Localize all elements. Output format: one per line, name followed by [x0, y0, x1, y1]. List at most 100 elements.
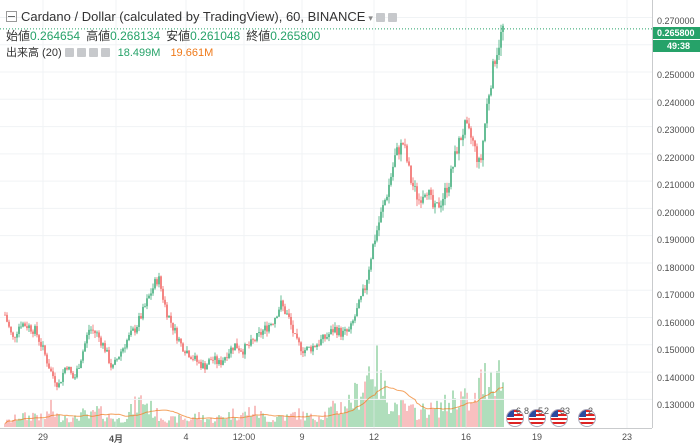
volume-bar: [172, 416, 174, 427]
candle-body: [418, 199, 420, 201]
candle-body: [236, 343, 238, 349]
volume-bar: [444, 394, 446, 427]
volume-bar: [346, 408, 348, 427]
us-flag-event-icon[interactable]: [506, 409, 524, 427]
candle-body: [322, 334, 324, 340]
eye-icon[interactable]: [64, 48, 74, 57]
volume-bar: [344, 406, 346, 427]
candle-body: [256, 333, 258, 341]
candle-body: [302, 351, 304, 354]
candle-body: [430, 189, 432, 196]
candle-body: [368, 269, 370, 280]
chevron-down-icon[interactable]: ▾: [368, 13, 373, 23]
candle-body: [72, 372, 74, 379]
us-flag-event-icon[interactable]: [528, 409, 546, 427]
candle-body: [44, 345, 46, 355]
candle-body: [346, 329, 348, 332]
volume-bar: [136, 412, 138, 427]
eye-icon[interactable]: [375, 13, 385, 22]
candle-body: [488, 95, 490, 104]
volume-bar: [192, 417, 194, 427]
candle-body: [168, 315, 170, 318]
close-icon[interactable]: [100, 48, 110, 57]
volume-bar: [36, 415, 38, 427]
volume-bar: [98, 408, 100, 427]
candle-body: [136, 326, 138, 333]
chart-area[interactable]: Cardano / Dollar (calculated by TradingV…: [0, 0, 652, 428]
candle-body: [118, 356, 120, 360]
candle-body: [374, 240, 376, 245]
add-icon[interactable]: [88, 48, 98, 57]
candle-body: [470, 128, 472, 138]
candle-body: [386, 196, 388, 200]
volume-bar: [162, 419, 164, 427]
candle-body: [298, 338, 300, 343]
candle-body: [198, 361, 200, 363]
candle-body: [52, 371, 54, 377]
time-tick: 16: [460, 432, 472, 442]
volume-bar: [182, 419, 184, 427]
candle-body: [344, 329, 346, 331]
candle-body: [238, 348, 240, 351]
volume-ma-value: 19.661M: [170, 47, 214, 59]
candle-body: [246, 344, 248, 346]
volume-bar: [354, 382, 356, 427]
volume-bar: [486, 399, 488, 427]
volume-bar: [476, 402, 478, 427]
time-axis[interactable]: 29 4月 4 12:00 9 12 16 19 23: [0, 428, 652, 447]
candle-body: [242, 351, 244, 355]
volume-bar: [488, 387, 490, 427]
candle-body: [76, 368, 78, 378]
symbol-title[interactable]: Cardano / Dollar (calculated by TradingV…: [21, 9, 366, 24]
candle-body: [384, 199, 386, 206]
candle-body: [14, 336, 16, 338]
volume-bar: [104, 421, 106, 427]
candle-body: [128, 335, 130, 341]
price-tick: 0.160000: [657, 318, 695, 328]
volume-bar: [8, 419, 10, 427]
candle-body: [360, 295, 362, 300]
candle-body: [102, 343, 104, 346]
close-label: 終値: [246, 29, 271, 43]
volume-bar: [294, 411, 296, 427]
candle-body: [268, 325, 270, 332]
volume-bar: [456, 409, 458, 427]
candle-body: [100, 337, 102, 346]
candle-body: [336, 327, 338, 336]
candle-body: [500, 31, 502, 48]
volume-bar: [106, 417, 108, 427]
candle-body: [318, 344, 320, 346]
volume-bar: [472, 403, 474, 427]
volume-bar: [198, 412, 200, 427]
candle-body: [28, 325, 30, 329]
volume-bar: [102, 418, 104, 427]
candle-body: [74, 377, 76, 379]
volume-value: 18.499M: [117, 47, 161, 59]
settings-icon[interactable]: [76, 48, 86, 57]
candle-body: [134, 328, 136, 333]
candle-body: [338, 328, 340, 336]
volume-bar: [54, 416, 56, 427]
us-flag-event-icon[interactable]: [550, 409, 568, 427]
volume-bar: [228, 412, 230, 427]
candle-body: [310, 346, 312, 352]
collapse-legend-icon[interactable]: [6, 11, 17, 22]
price-axis[interactable]: 0.270000 0.265800 49:38 0.250000 0.24000…: [652, 0, 700, 428]
low-label: 安値: [166, 29, 191, 43]
candle-body: [272, 323, 274, 325]
price-tick: 0.210000: [657, 180, 695, 190]
price-chart[interactable]: [0, 0, 652, 428]
volume-bar: [424, 409, 426, 427]
volume-label[interactable]: 出来高 (20): [6, 47, 62, 59]
volume-bar: [484, 363, 486, 427]
volume-bar: [446, 411, 448, 427]
candle-body: [166, 304, 168, 318]
volume-bar: [312, 418, 314, 427]
volume-bar: [334, 403, 336, 427]
us-flag-event-icon[interactable]: [578, 409, 596, 427]
volume-bar: [384, 380, 386, 427]
settings-icon[interactable]: [387, 13, 397, 22]
volume-bar: [40, 413, 42, 427]
candle-body: [484, 123, 486, 141]
volume-bar: [316, 421, 318, 427]
